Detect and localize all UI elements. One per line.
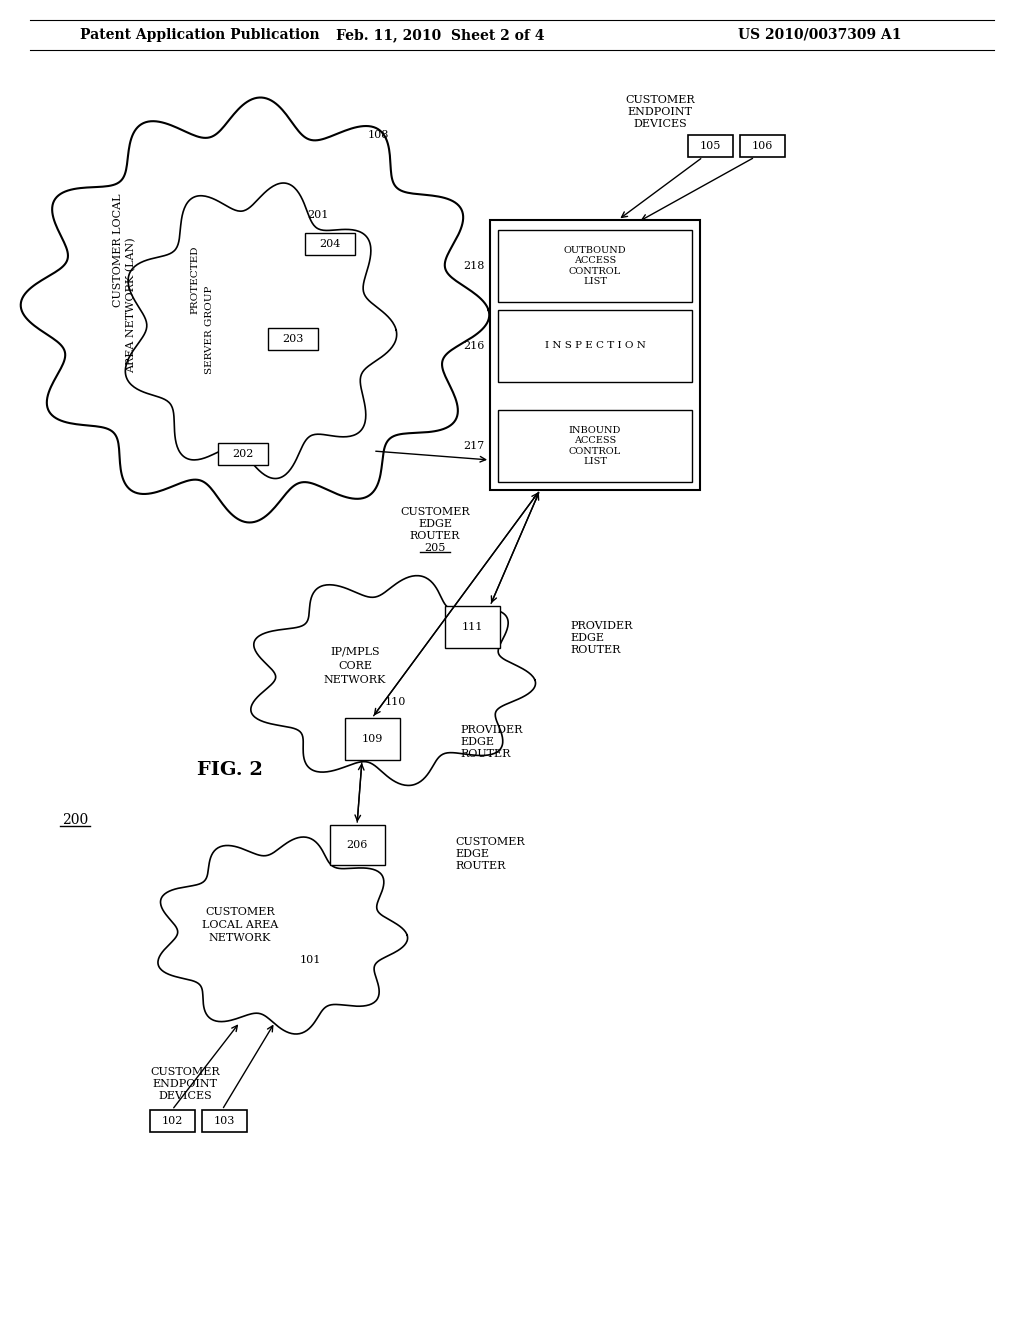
- Text: US 2010/0037309 A1: US 2010/0037309 A1: [738, 28, 902, 42]
- Text: 218: 218: [464, 261, 485, 271]
- Text: ROUTER: ROUTER: [570, 645, 621, 655]
- Text: IP/MPLS: IP/MPLS: [330, 647, 380, 657]
- Text: 217: 217: [464, 441, 485, 451]
- Text: 102: 102: [162, 1115, 182, 1126]
- Text: ENDPOINT: ENDPOINT: [153, 1078, 217, 1089]
- Text: 206: 206: [346, 840, 368, 850]
- Polygon shape: [158, 837, 408, 1034]
- Bar: [490, 220, 700, 490]
- Text: FIG. 2: FIG. 2: [197, 762, 263, 779]
- Text: 108: 108: [368, 129, 389, 140]
- Text: 101: 101: [299, 954, 321, 965]
- Text: ROUTER: ROUTER: [455, 861, 506, 871]
- Polygon shape: [251, 576, 536, 785]
- Text: EDGE: EDGE: [570, 634, 604, 643]
- Text: LOCAL AREA: LOCAL AREA: [202, 920, 279, 931]
- Text: DEVICES: DEVICES: [633, 119, 687, 129]
- Text: Feb. 11, 2010  Sheet 2 of 4: Feb. 11, 2010 Sheet 2 of 4: [336, 28, 544, 42]
- Text: CUSTOMER: CUSTOMER: [205, 907, 274, 917]
- Bar: [498, 230, 692, 302]
- Bar: [202, 1110, 247, 1133]
- Bar: [498, 411, 692, 482]
- Text: ENDPOINT: ENDPOINT: [628, 107, 692, 117]
- Text: OUTBOUND
ACCESS
CONTROL
LIST: OUTBOUND ACCESS CONTROL LIST: [563, 246, 627, 286]
- Bar: [688, 135, 733, 157]
- Text: CUSTOMER: CUSTOMER: [626, 95, 695, 106]
- Text: EDGE: EDGE: [460, 737, 494, 747]
- Text: 106: 106: [752, 141, 773, 150]
- Text: EDGE: EDGE: [418, 519, 452, 529]
- Text: PROVIDER: PROVIDER: [460, 725, 522, 735]
- Text: 216: 216: [464, 341, 485, 351]
- Text: CUSTOMER: CUSTOMER: [400, 507, 470, 517]
- Text: Patent Application Publication: Patent Application Publication: [80, 28, 319, 42]
- Text: DEVICES: DEVICES: [158, 1092, 212, 1101]
- Text: CUSTOMER LOCAL: CUSTOMER LOCAL: [113, 193, 123, 306]
- Bar: [218, 444, 268, 465]
- Text: I N S P E C T I O N: I N S P E C T I O N: [545, 342, 645, 351]
- Text: 109: 109: [361, 734, 383, 744]
- Text: INBOUND
ACCESS
CONTROL
LIST: INBOUND ACCESS CONTROL LIST: [568, 426, 622, 466]
- Polygon shape: [125, 183, 396, 479]
- Text: NETWORK: NETWORK: [209, 933, 271, 942]
- Text: 202: 202: [232, 449, 254, 459]
- Text: 105: 105: [699, 141, 721, 150]
- Bar: [345, 718, 400, 760]
- Text: ROUTER: ROUTER: [410, 531, 460, 541]
- Text: 103: 103: [213, 1115, 234, 1126]
- Text: CUSTOMER: CUSTOMER: [455, 837, 524, 847]
- Text: AREA NETWORK (LAN): AREA NETWORK (LAN): [126, 238, 136, 372]
- Text: 205: 205: [424, 543, 445, 553]
- Text: ROUTER: ROUTER: [460, 748, 510, 759]
- Text: 200: 200: [61, 813, 88, 828]
- Text: EDGE: EDGE: [455, 849, 489, 859]
- Polygon shape: [20, 98, 489, 523]
- Bar: [305, 234, 355, 255]
- Bar: [740, 135, 785, 157]
- Text: 204: 204: [319, 239, 341, 249]
- Text: PROVIDER: PROVIDER: [570, 620, 633, 631]
- Text: CUSTOMER: CUSTOMER: [151, 1067, 220, 1077]
- Text: 201: 201: [307, 210, 329, 220]
- Text: CORE: CORE: [338, 661, 372, 671]
- Text: NETWORK: NETWORK: [324, 675, 386, 685]
- Text: 111: 111: [462, 622, 482, 632]
- Text: SERVER GROUP: SERVER GROUP: [206, 286, 214, 374]
- Text: 110: 110: [384, 697, 406, 708]
- Bar: [268, 327, 318, 350]
- Bar: [498, 310, 692, 381]
- Text: PROTECTED: PROTECTED: [190, 246, 200, 314]
- Text: 203: 203: [283, 334, 304, 345]
- Bar: [330, 825, 385, 865]
- Bar: [150, 1110, 195, 1133]
- Bar: [445, 606, 500, 648]
